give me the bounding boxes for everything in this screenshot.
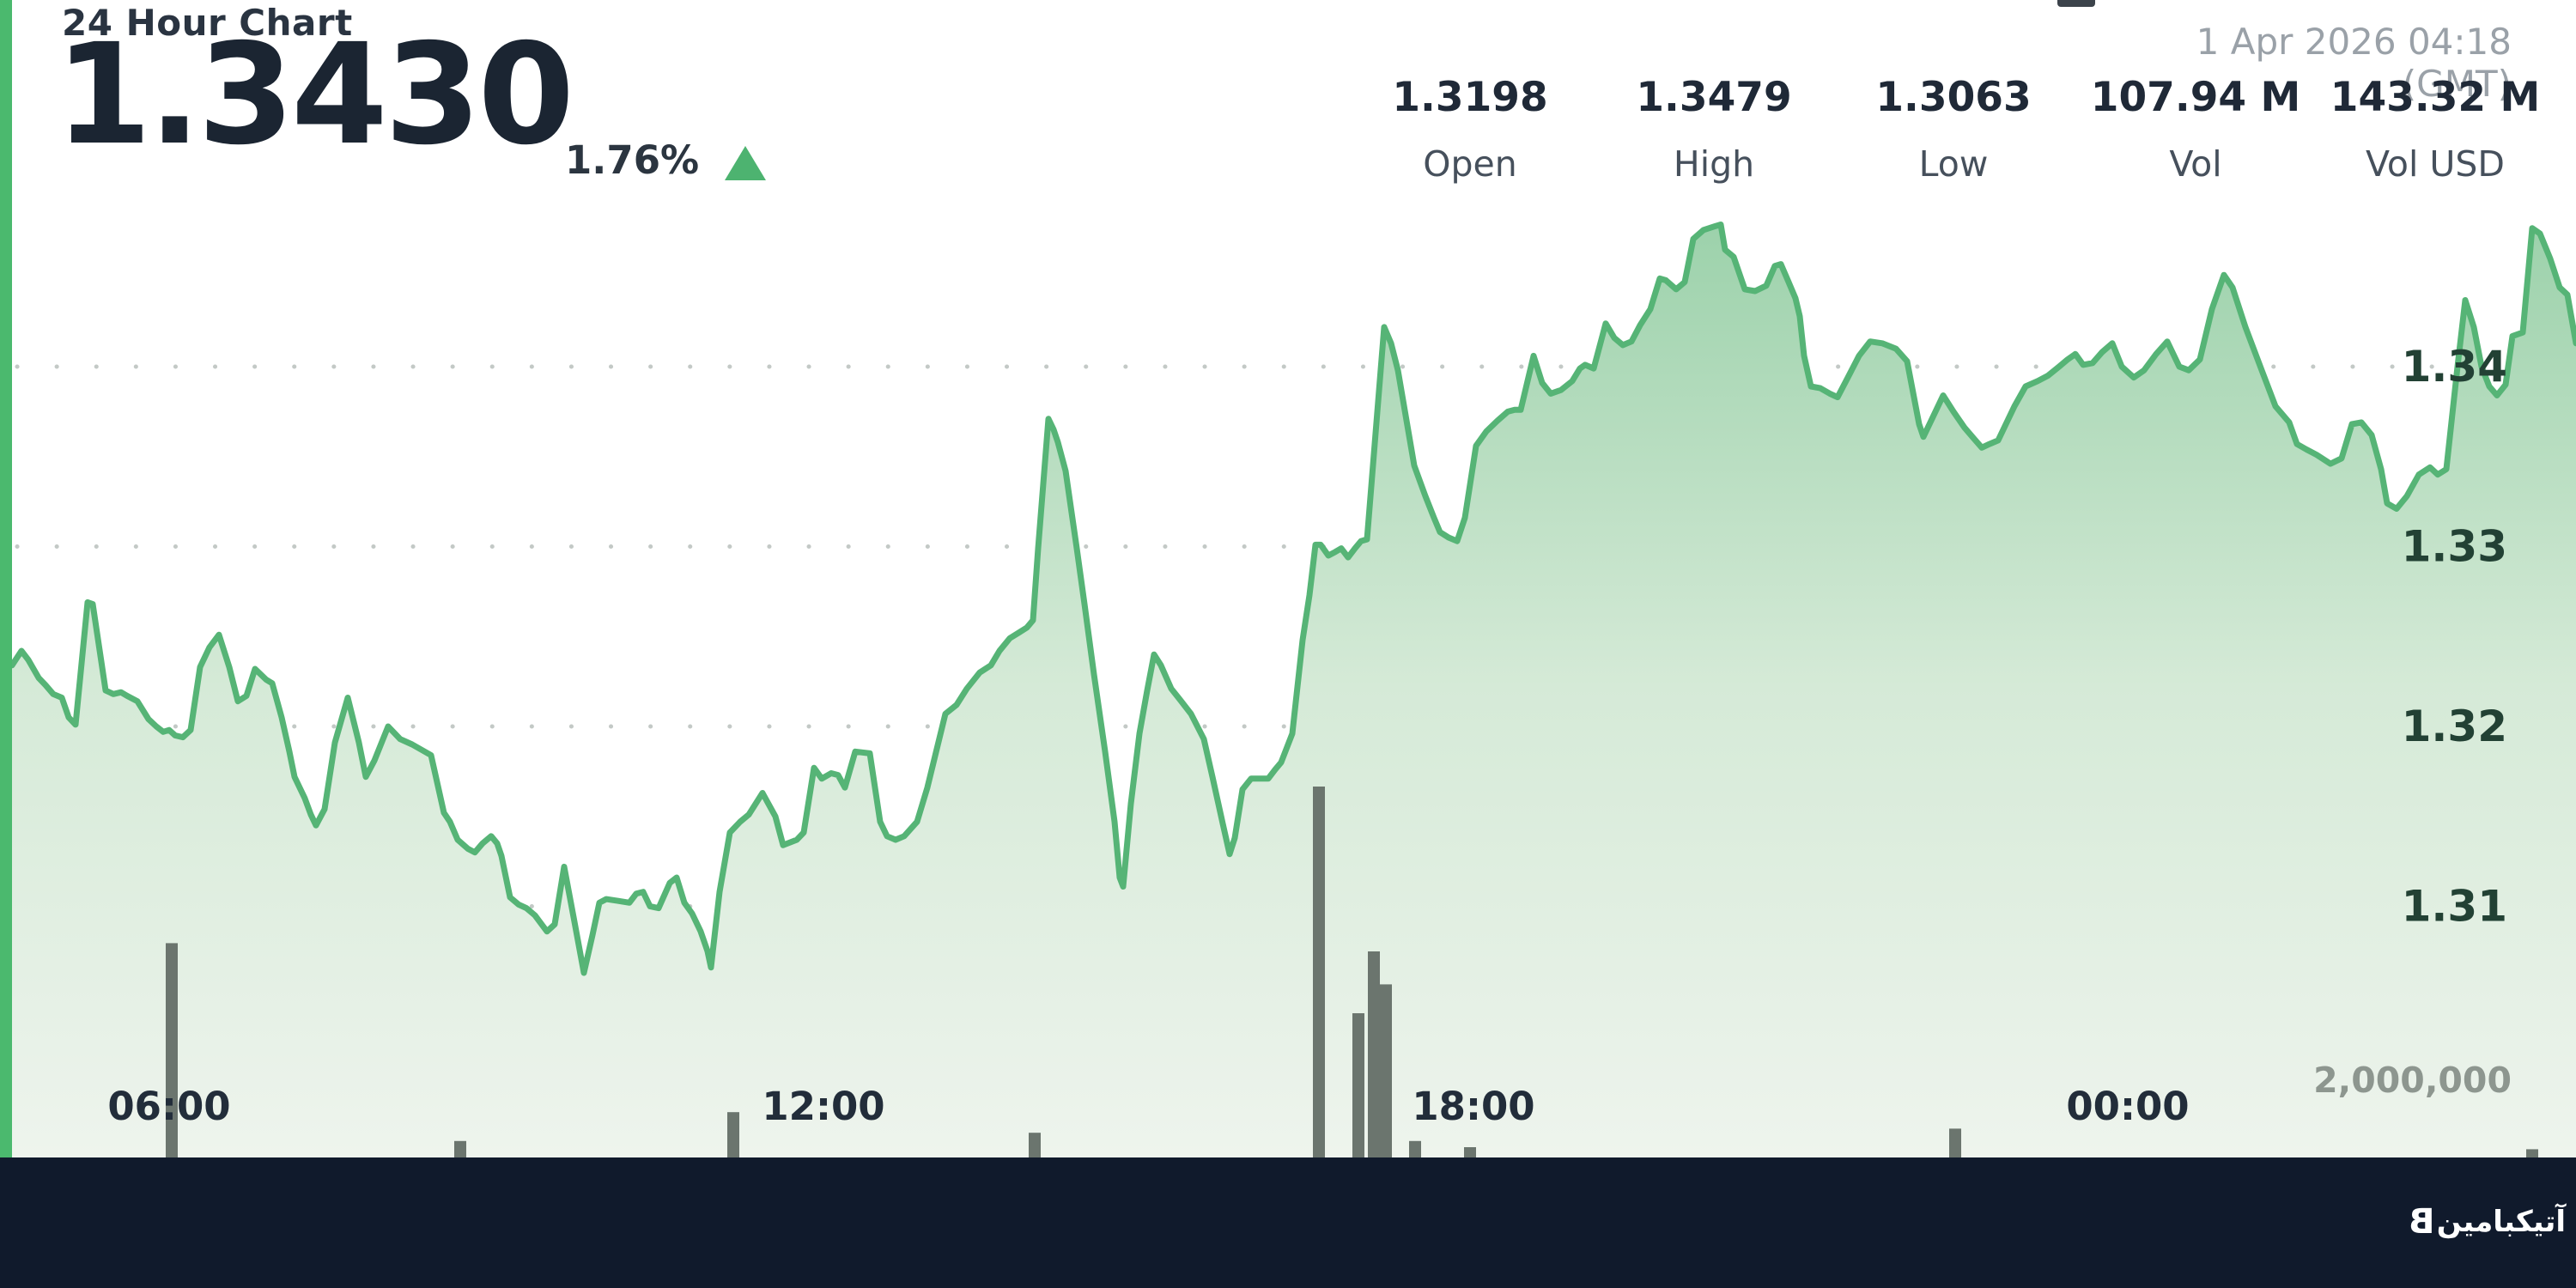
stat-open: 1.3198 Open: [1392, 74, 1547, 185]
volume-bar: [2526, 1149, 2538, 1157]
time-axis-label: 18:00: [1412, 1084, 1534, 1129]
volume-bar: [1464, 1147, 1476, 1157]
current-price: 1.3430: [55, 15, 574, 176]
chart-title: 24 Hour Chart: [62, 2, 353, 44]
stat-label: High: [1673, 143, 1755, 185]
volume-bar: [166, 943, 178, 1157]
change-percent: 1.76%: [565, 137, 700, 183]
price-line: [9, 222, 2576, 976]
price-chart-canvas[interactable]: 1.34 1.33 1.32 1.31 06:00 12:00 18:00 00:00 2,00…: [0, 0, 2576, 1157]
stat-vol: 107.94 M Vol: [2091, 74, 2301, 185]
watermark-logo-icon: B: [2409, 1202, 2435, 1242]
watermark-text: آتيكبامين: [2436, 1205, 2566, 1239]
volume-bar: [454, 1140, 466, 1157]
stat-value: 143.32 M: [2330, 74, 2541, 121]
stat-low: 1.3063 Low: [1875, 74, 2031, 185]
price-axis-label: 1.34: [2402, 342, 2507, 392]
stat-vol-usd: 143.32 M Vol USD: [2330, 74, 2541, 185]
volume-axis-label: 2,000,000: [2313, 1060, 2512, 1101]
stat-value: 107.94 M: [2090, 74, 2301, 121]
price-axis-label: 1.33: [2402, 522, 2507, 572]
stat-label: Open: [1423, 143, 1517, 185]
volume-bar: [1368, 951, 1380, 1157]
stat-label: Low: [1918, 143, 1989, 185]
volume-bar: [1352, 1013, 1364, 1157]
volume-bar: [1380, 984, 1392, 1157]
timestamp: 1 Apr 2026 04:18 (GMT): [2196, 21, 2512, 105]
time-axis-label: 12:00: [762, 1084, 884, 1129]
stat-value: 1.3198: [1392, 74, 1548, 121]
volume-bar: [1409, 1140, 1421, 1157]
footer-bar: B آتيكبامين: [0, 1157, 2576, 1288]
stat-label: Vol: [2169, 143, 2222, 185]
volume-bar: [1029, 1133, 1041, 1157]
top-edge-artifact: [2057, 0, 2095, 7]
up-arrow-icon: [725, 146, 766, 180]
stat-label: Vol USD: [2366, 143, 2505, 185]
time-axis-label: 00:00: [2066, 1084, 2189, 1129]
stat-value: 1.3479: [1636, 74, 1792, 121]
volume-bar: [727, 1112, 739, 1157]
volume-bar: [1313, 787, 1325, 1157]
volume-bar: [1949, 1128, 1961, 1157]
price-area-fill: [12, 224, 2576, 1157]
price-axis-label: 1.31: [2402, 882, 2507, 932]
stat-high: 1.3479 High: [1636, 74, 1791, 185]
price-axis-label: 1.32: [2402, 702, 2507, 751]
stat-value: 1.3063: [1875, 74, 2032, 121]
watermark: B آتيكبامين: [2409, 1202, 2566, 1242]
left-accent-bar: [0, 0, 12, 1157]
time-axis-label: 06:00: [107, 1084, 230, 1129]
